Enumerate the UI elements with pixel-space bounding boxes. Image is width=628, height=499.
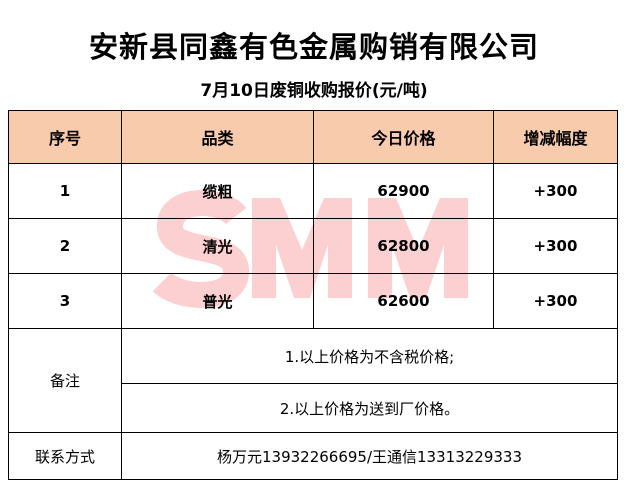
row-index: 1 bbox=[8, 163, 122, 219]
row-index: 2 bbox=[8, 218, 122, 274]
row-change: +300 bbox=[493, 273, 618, 329]
row-change: +300 bbox=[493, 163, 618, 219]
company-title: 安新县同鑫有色金属购销有限公司 bbox=[88, 30, 539, 64]
row-price: 62900 bbox=[313, 163, 494, 219]
header-category: 品类 bbox=[121, 110, 314, 164]
contact-info: 杨万元13932266695/王通信13313229333 bbox=[121, 432, 618, 480]
contact-row: 联系方式 杨万元13932266695/王通信13313229333 bbox=[8, 432, 618, 480]
note-1: 1.以上价格为不含税价格; bbox=[121, 328, 618, 384]
header-price: 今日价格 bbox=[313, 110, 494, 164]
row-index: 3 bbox=[8, 273, 122, 329]
price-table: 序号 品类 今日价格 增减幅度 1 缆粗 62900 +300 2 清光 628… bbox=[8, 110, 618, 480]
contact-label: 联系方式 bbox=[8, 432, 122, 480]
row-category: 清光 bbox=[121, 218, 314, 274]
row-price: 62800 bbox=[313, 218, 494, 274]
table-header-row: 序号 品类 今日价格 增减幅度 bbox=[8, 110, 618, 164]
note-2: 2.以上价格为送到厂价格。 bbox=[121, 383, 618, 433]
header-index: 序号 bbox=[8, 110, 122, 164]
table-row: 2 清光 62800 +300 bbox=[8, 218, 618, 274]
notes-row: 备注 1.以上价格为不含税价格; bbox=[8, 328, 618, 433]
header-change: 增减幅度 bbox=[493, 110, 618, 164]
table-row: 3 普光 62600 +300 bbox=[8, 273, 618, 329]
row-category: 普光 bbox=[121, 273, 314, 329]
row-category: 缆粗 bbox=[121, 163, 314, 219]
row-change: +300 bbox=[493, 218, 618, 274]
notes-label: 备注 bbox=[8, 328, 122, 433]
notes-row: 2.以上价格为送到厂价格。 bbox=[9, 383, 618, 433]
price-subtitle: 7月10日废铜收购报价(元/吨) bbox=[200, 81, 428, 101]
row-price: 62600 bbox=[313, 273, 494, 329]
table-row: 1 缆粗 62900 +300 bbox=[8, 163, 618, 219]
